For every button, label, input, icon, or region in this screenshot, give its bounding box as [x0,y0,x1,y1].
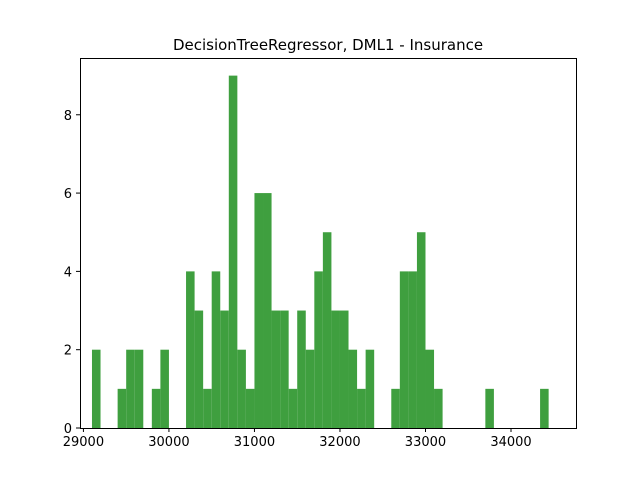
histogram-bar [186,271,195,428]
x-tick-label: 34000 [490,435,531,450]
histogram-bar [331,310,340,428]
histogram-bar [391,388,400,428]
histogram-bar [297,310,306,428]
x-tick-label: 33000 [405,435,446,450]
histogram-bar [91,349,101,428]
histogram-bar [134,349,144,428]
histogram-bar [485,388,494,428]
histogram-bar [348,349,358,428]
histogram-bar [237,349,246,428]
histogram-bar [425,349,435,428]
histogram-bar [288,388,298,428]
y-tick-label: 2 [64,344,72,359]
histogram-bar [416,232,426,428]
histogram-bar [211,271,221,428]
histogram-bar [271,310,281,428]
chart-title: DecisionTreeRegressor, DML1 - Insurance [173,36,483,54]
histogram-bar [151,388,161,428]
histogram-bar [399,271,409,428]
x-tick-label: 29000 [63,435,104,450]
x-tick-label: 32000 [319,435,360,450]
histogram-bar [126,349,135,428]
histogram-bar [254,193,264,428]
y-tick-label: 4 [64,265,72,280]
histogram-bar [365,349,375,428]
histogram-bar [194,310,204,428]
histogram-bar [305,349,315,428]
x-tick-label: 30000 [148,435,189,450]
histogram-bar [117,388,127,428]
y-tick-label: 6 [64,187,72,202]
histogram-bar [228,75,238,428]
histogram-bar [408,271,417,428]
plot-frame [80,58,577,429]
histogram-bar [220,310,229,428]
histogram-bar [314,271,323,428]
histogram-bar [322,232,332,428]
histogram-bar [160,349,169,428]
x-tick-label: 31000 [234,435,275,450]
histogram-bar [357,388,366,428]
histogram-bar [203,388,212,428]
histogram-bar [280,310,289,428]
histogram-bar [245,388,255,428]
y-axis: 0 2 4 6 8 [64,109,80,437]
y-tick-label: 0 [64,422,72,437]
x-axis: 29000 30000 31000 32000 33000 34000 [63,428,532,450]
y-tick-label: 8 [64,109,72,124]
histogram-bar [434,388,443,428]
histogram-bar [540,388,549,428]
histogram-bar [263,193,272,428]
histogram-bar [339,310,349,428]
bars-group [91,75,549,428]
